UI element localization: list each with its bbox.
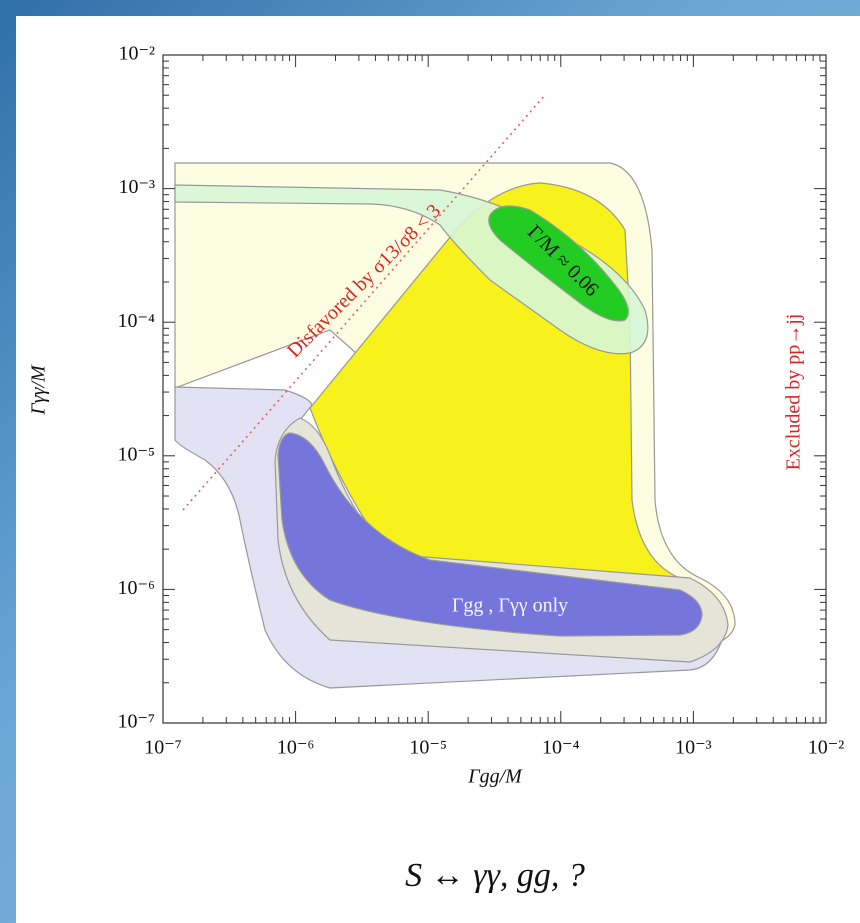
- annotation: Γgg , Γγγ only: [452, 595, 568, 617]
- x-tick-label: 10⁻³: [675, 737, 712, 759]
- y-tick-label: 10⁻⁶: [117, 577, 155, 599]
- y-tick-label: 10⁻⁷: [117, 711, 155, 733]
- caption: S ↔ γγ, gg, ?: [405, 857, 585, 894]
- x-tick-label: 10⁻⁵: [409, 737, 447, 759]
- annotation: Excluded by pp→jj: [783, 314, 805, 471]
- y-tick-label: 10⁻³: [118, 176, 155, 198]
- green-region: [488, 205, 629, 322]
- x-axis-label: Γgg/M: [467, 766, 523, 788]
- regions: [174, 94, 736, 689]
- x-tick-label: 10⁻⁶: [277, 737, 315, 759]
- blue-region: [277, 432, 703, 637]
- y-axis-label: Γγγ/M: [28, 364, 50, 416]
- y-tick-label: 10⁻⁵: [117, 443, 155, 465]
- x-tick-label: 10⁻⁴: [542, 737, 580, 759]
- plot-frame: [162, 54, 827, 724]
- y-tick-label: 10⁻⁴: [117, 310, 155, 332]
- reference-line: [182, 94, 546, 511]
- y-tick-label: 10⁻²: [118, 43, 155, 65]
- x-tick-label: 10⁻²: [808, 737, 845, 759]
- x-tick-label: 10⁻⁷: [144, 737, 182, 759]
